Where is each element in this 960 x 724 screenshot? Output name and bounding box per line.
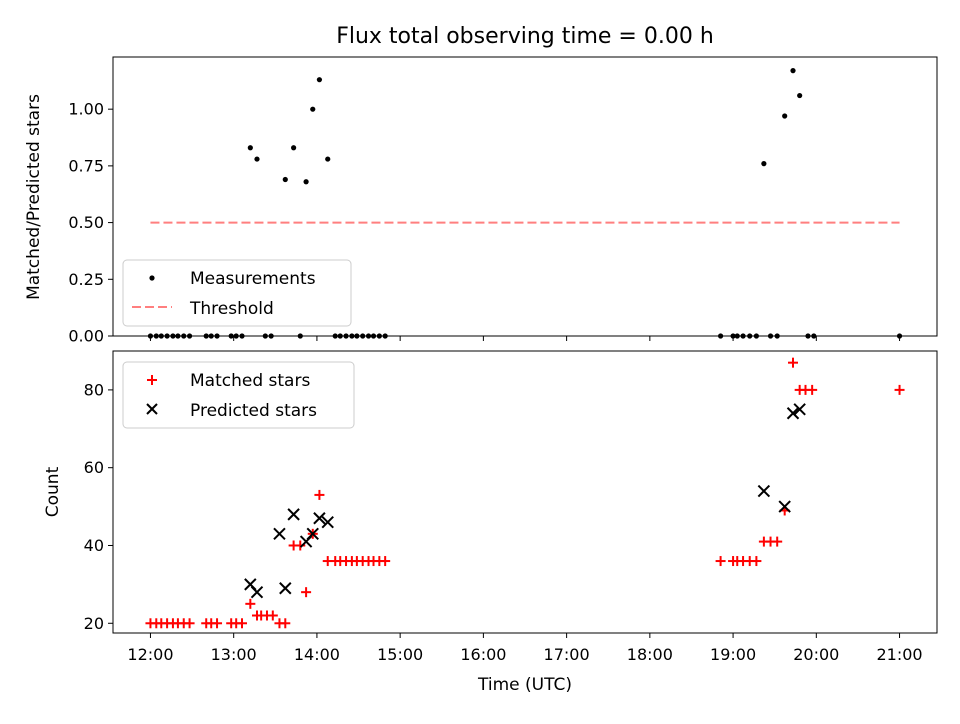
bottom-y-tick-label: 60: [84, 458, 104, 477]
bottom-x-tick-label: 16:00: [460, 645, 506, 664]
top-axes-frame: [112, 56, 938, 337]
predicted-star-point: [786, 407, 800, 420]
legend-threshold-label: Threshold: [189, 299, 274, 319]
matched-star-point: [184, 618, 195, 629]
bottom-x-tick-label: 21:00: [876, 645, 922, 664]
matched-star-point: [807, 384, 818, 395]
legend-predicted-label: Predicted stars: [190, 401, 317, 421]
matched-star-point: [245, 598, 256, 609]
x-axis-label: Time (UTC): [477, 675, 572, 695]
bottom-x-tick-label: 14:00: [294, 645, 340, 664]
predicted-star-point: [273, 527, 286, 541]
chart-title: Flux total observing time = 0.00 h: [336, 24, 714, 49]
top-y-tick-label: 0.25: [68, 270, 104, 289]
matched-star-point: [314, 489, 325, 500]
measurement-point: [797, 92, 803, 99]
matched-star-point: [715, 556, 726, 567]
bottom-x-tick-label: 20:00: [793, 645, 839, 664]
measurement-point: [254, 156, 260, 162]
bottom-y-ticks: 20 40 60 80: [84, 380, 113, 633]
predicted-star-point: [778, 500, 791, 513]
bottom-legend: Matched stars Predicted stars: [122, 361, 355, 429]
bottom-x-tick-label: 17:00: [544, 645, 590, 664]
predicted-star-point: [757, 484, 771, 498]
top-y-axis-label: Matched/Predicted stars: [24, 94, 44, 300]
bottom-x-tick-label: 19:00: [710, 645, 756, 664]
top-legend: Measurements Threshold: [122, 259, 352, 327]
top-plot-marks: [147, 68, 903, 339]
bottom-x-tick-label: 18:00: [627, 645, 673, 664]
matched-star-point: [772, 536, 783, 547]
predicted-star-point: [793, 403, 806, 416]
predicted-star-point: [306, 527, 319, 541]
measurement-point: [782, 113, 788, 119]
matched-star-point: [788, 357, 799, 368]
matched-star-point: [237, 618, 248, 629]
legend-matched-label: Matched stars: [190, 371, 310, 391]
bottom-axes-frame: [112, 350, 938, 634]
measurement-point: [303, 179, 309, 185]
measurement-point: [761, 161, 767, 167]
top-y-tick-label: 0.75: [68, 156, 104, 175]
matched-star-point: [280, 618, 291, 629]
matched-star-point: [267, 610, 278, 621]
top-y-ticks: 0.00 0.25 0.50 0.75 1.00: [68, 100, 113, 346]
measurement-point: [790, 68, 796, 74]
matched-star-point: [751, 556, 762, 567]
top-x-ticks: [149, 336, 901, 341]
legend-matched-marker: [147, 375, 157, 385]
bottom-y-tick-label: 40: [84, 536, 104, 555]
measurement-point: [325, 156, 331, 162]
bottom-x-tick-label: 13:00: [211, 645, 257, 664]
bottom-y-axis-label: Count: [43, 466, 63, 517]
predicted-star-point: [279, 582, 292, 595]
legend-predicted-marker: [146, 403, 158, 415]
matched-star-point: [894, 384, 905, 395]
top-y-tick-label: 0.50: [68, 213, 104, 232]
legend-measurements-label: Measurements: [190, 269, 316, 289]
legend-measurements-marker: [149, 275, 155, 281]
top-y-tick-label: 1.00: [68, 100, 104, 119]
bottom-x-tick-label: 12:00: [127, 645, 173, 664]
measurement-point: [316, 77, 323, 83]
predicted-star-point: [287, 508, 300, 521]
matched-star-point: [301, 587, 312, 598]
matched-star-point: [212, 618, 223, 629]
measurement-point: [310, 106, 316, 112]
top-legend-box: [122, 259, 352, 327]
bottom-plot-marks: [145, 357, 905, 629]
measurement-point: [291, 145, 297, 151]
bottom-y-tick-label: 20: [84, 614, 104, 633]
bottom-legend-box: [122, 361, 355, 429]
predicted-star-point: [321, 515, 334, 529]
measurement-point: [282, 176, 288, 183]
bottom-y-tick-label: 80: [84, 380, 104, 399]
bottom-x-ticks: 12:00 13:00 14:00 15:00 16:00 17:00 18:00 19:00…: [127, 633, 923, 664]
measurement-point: [247, 145, 253, 151]
predicted-star-point: [250, 585, 264, 599]
predicted-star-point: [313, 512, 326, 525]
bottom-x-tick-label: 15:00: [377, 645, 423, 664]
top-y-tick-label: 0.00: [68, 327, 104, 346]
matched-star-point: [380, 556, 391, 567]
top-panel: Flux total observing time = 0.00 h 0.000…: [24, 24, 938, 346]
